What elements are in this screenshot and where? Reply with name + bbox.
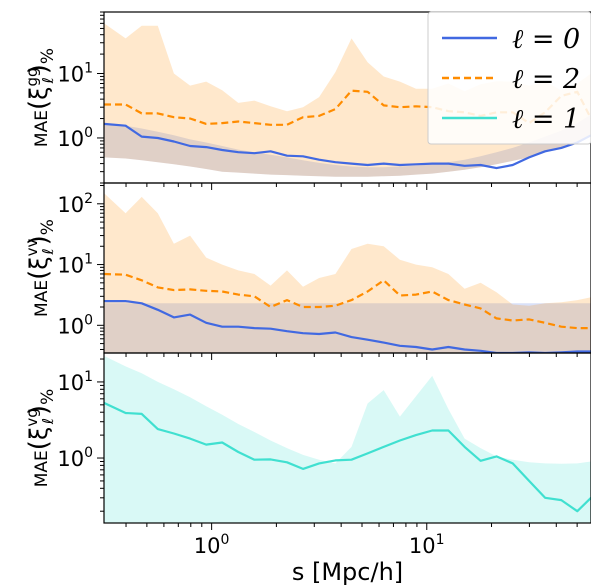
chart-panels: 100101MAE(ξggℓ)%100101102MAE(ξvvℓ)%10010… <box>23 11 591 558</box>
x-tick-label: 101 <box>409 532 445 558</box>
band-vv-1 <box>104 193 591 353</box>
series-line-vv-0 <box>104 300 591 353</box>
series-line-vv-1 <box>104 272 591 330</box>
series-line-gg-0 <box>104 122 591 170</box>
y-tick-label: 100 <box>57 125 93 151</box>
legend: ℓ = 0 ℓ = 2 ℓ = 1 <box>427 11 591 145</box>
legend-label-2: ℓ = 1 <box>512 104 580 135</box>
plot-area-vg <box>104 355 591 523</box>
legend-frame <box>427 11 591 145</box>
legend-label-1: ℓ = 2 <box>512 64 580 95</box>
band-vv-0 <box>104 303 591 353</box>
y-axis-label-vg: MAE(ξvgℓ)% <box>23 389 58 488</box>
series-line-vg-0 <box>104 401 591 513</box>
band-vg-0 <box>104 355 591 523</box>
x-axis-label: s [Mpc/h] <box>292 558 403 586</box>
y-tick-label: 102 <box>57 191 93 217</box>
plot-area-vv <box>104 193 591 353</box>
axes-frame-vg <box>103 352 591 524</box>
y-tick-label: 101 <box>57 61 93 87</box>
band-gg-0 <box>104 114 591 177</box>
x-tick-label: 100 <box>194 532 230 558</box>
legend-label-0: ℓ = 0 <box>512 24 580 55</box>
y-axis-label-vv: MAE(ξvvℓ)% <box>23 219 58 317</box>
y-tick-label: 100 <box>57 445 93 471</box>
y-axis-label-gg: MAE(ξggℓ)% <box>23 48 58 147</box>
y-tick-label: 100 <box>57 312 93 338</box>
y-tick-label: 101 <box>57 252 93 278</box>
y-tick-label: 101 <box>57 369 93 395</box>
